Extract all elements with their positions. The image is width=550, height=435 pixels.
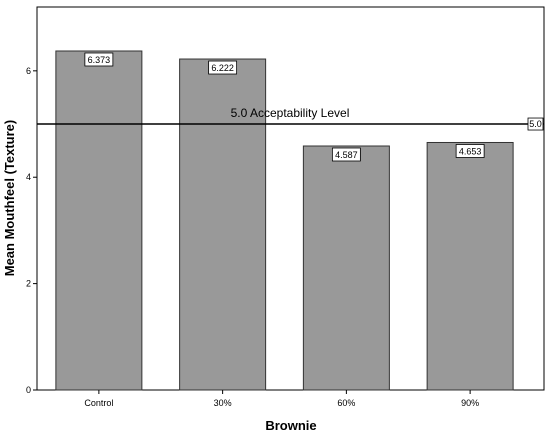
y-tick-label: 4 — [26, 172, 31, 182]
bar-3 — [426, 141, 514, 391]
bar-1 — [179, 58, 267, 391]
reference-end-label: 5.0 — [529, 119, 542, 129]
reference-line-label: 5.0 Acceptability Level — [231, 106, 350, 120]
x-axis-title: Brownie — [265, 418, 316, 433]
bar-2 — [302, 145, 390, 391]
value-labels: 6.373 6.222 4.587 4.653 — [84, 52, 485, 162]
y-tick-label: 0 — [26, 385, 31, 395]
y-axis-ticks: 0 2 4 6 — [26, 66, 37, 395]
y-axis-title: Mean Mouthfeel (Texture) — [2, 120, 17, 277]
x-tick-label: 30% — [214, 398, 232, 408]
bar-0 — [55, 50, 143, 391]
value-label-box — [84, 52, 114, 67]
value-label-box — [208, 60, 238, 75]
value-label: 4.587 — [335, 150, 358, 160]
y-tick-label: 6 — [26, 66, 31, 76]
x-tick-label: 60% — [337, 398, 355, 408]
value-label: 6.222 — [211, 63, 234, 73]
x-axis-ticks: Control 30% 60% 90% — [84, 390, 479, 408]
value-label-box — [455, 144, 485, 158]
value-label: 6.373 — [88, 55, 111, 65]
value-label-box — [331, 147, 361, 162]
y-tick-label: 2 — [26, 279, 31, 289]
x-tick-label: 90% — [461, 398, 479, 408]
reference-end-label-box — [527, 117, 544, 131]
x-tick-label: Control — [84, 398, 113, 408]
value-label: 4.653 — [459, 146, 482, 156]
reference-line-group: 5.0 Acceptability Level 5.0 — [37, 106, 544, 131]
